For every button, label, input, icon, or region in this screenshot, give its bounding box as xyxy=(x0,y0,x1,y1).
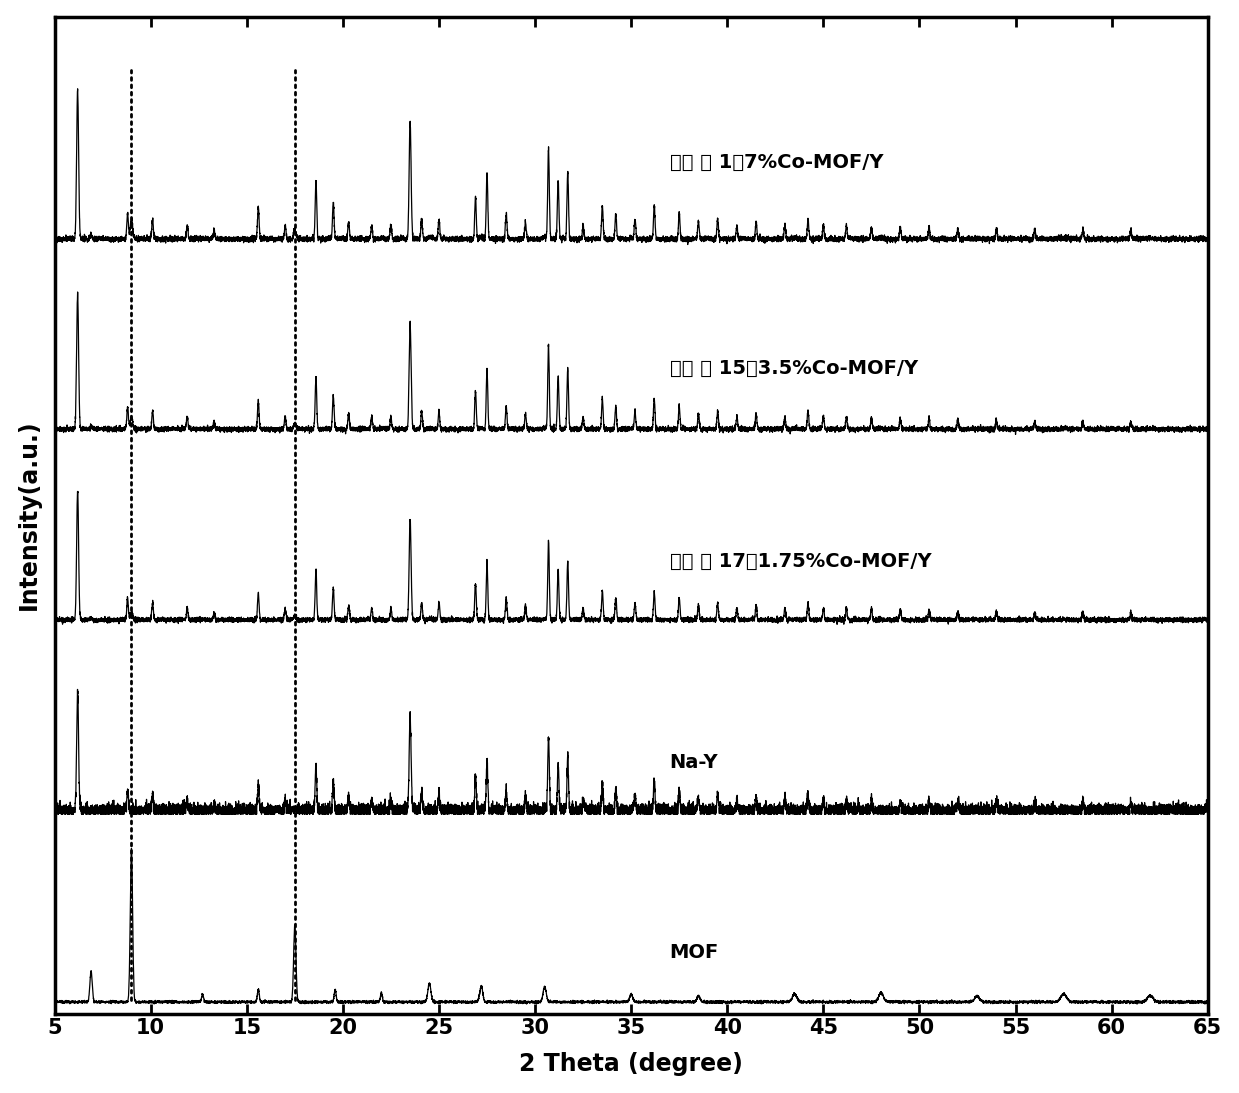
Text: 实施 例 1：7%Co-MOF/Y: 实施 例 1：7%Co-MOF/Y xyxy=(669,153,883,173)
Text: 实施 例 17：1.75%Co-MOF/Y: 实施 例 17：1.75%Co-MOF/Y xyxy=(669,552,932,572)
X-axis label: 2 Theta (degree): 2 Theta (degree) xyxy=(519,1053,743,1077)
Y-axis label: Intensity(a.u.): Intensity(a.u.) xyxy=(16,420,41,610)
Text: Na-Y: Na-Y xyxy=(669,753,719,773)
Text: 实施 例 15：3.5%Co-MOF/Y: 实施 例 15：3.5%Co-MOF/Y xyxy=(669,359,918,377)
Text: MOF: MOF xyxy=(669,943,719,962)
